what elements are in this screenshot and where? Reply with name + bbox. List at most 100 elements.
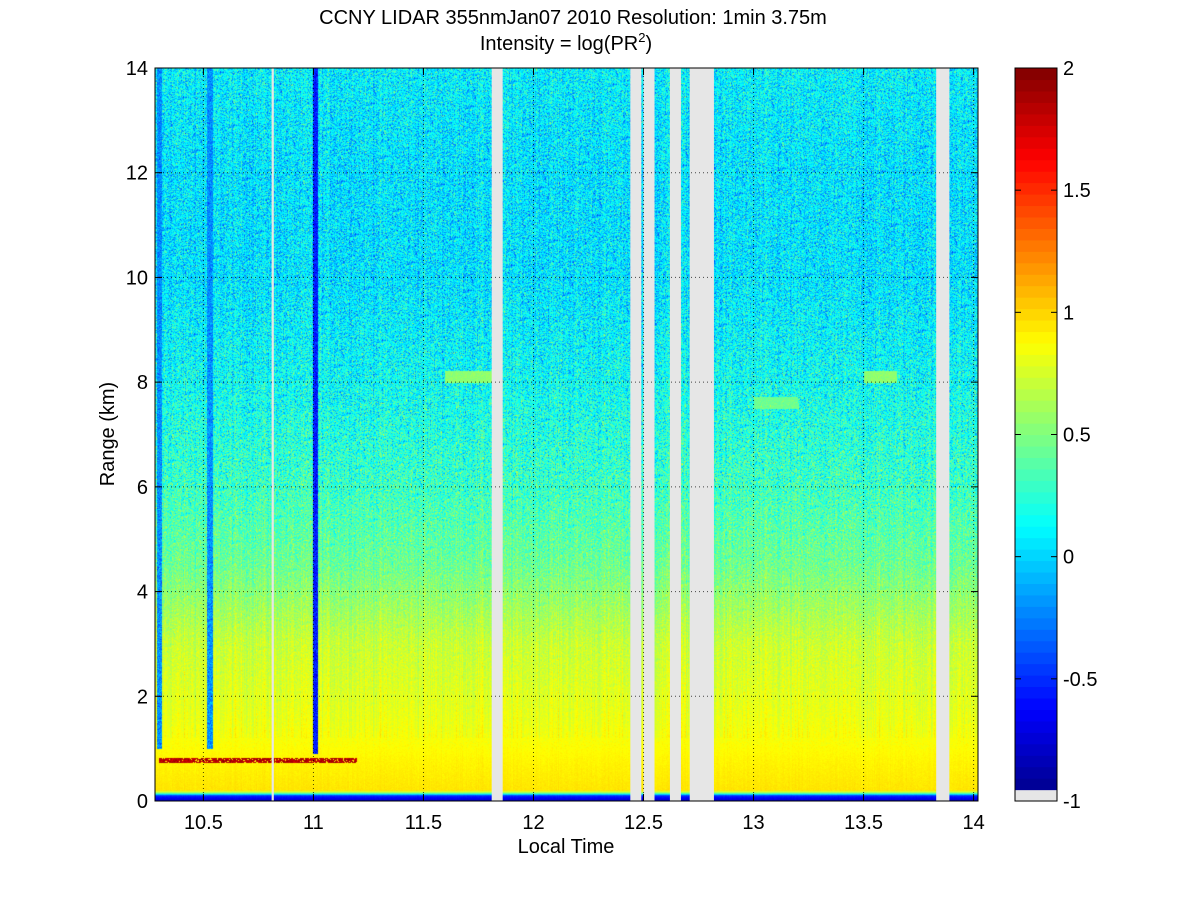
colorbar-swatch-60 — [1015, 113, 1057, 126]
colorbar-swatch-64 — [1015, 68, 1057, 81]
colorbar-swatch-44 — [1015, 297, 1057, 310]
chart-subtitle: Intensity = log(PR2) — [480, 30, 652, 55]
colorbar-swatch-25 — [1015, 514, 1057, 527]
missing-data-band-4 — [643, 68, 655, 801]
y-tick-label-4: 6 — [137, 477, 148, 499]
colorbar-swatch-20 — [1015, 571, 1057, 584]
colorbar-swatch-34 — [1015, 411, 1057, 424]
subtitle-superscript: 2 — [638, 30, 645, 45]
x-tick-label-1: 10.5 — [184, 812, 223, 834]
x-tick-label-7: 13.5 — [844, 812, 883, 834]
x-tick-label-2: 11 — [303, 812, 324, 834]
colorbar-swatch-36 — [1015, 388, 1057, 401]
colorbar-swatch-45 — [1015, 285, 1057, 298]
colorbar-swatch-37 — [1015, 377, 1057, 390]
colorbar-swatch-61 — [1015, 102, 1057, 115]
missing-data-band-6 — [689, 68, 714, 801]
colorbar-swatch-47 — [1015, 262, 1057, 275]
y-tick-label-5: 8 — [137, 372, 148, 394]
colorbar-tick-label-7: 2 — [1063, 58, 1074, 80]
colorbar-swatch-59 — [1015, 125, 1057, 138]
colorbar-swatch-11 — [1015, 675, 1057, 688]
colorbar: -1 -0.5 0 0.5 1 1.5 2 — [1014, 58, 1097, 813]
colorbar-swatch-33 — [1015, 423, 1057, 436]
colorbar-swatch-40 — [1015, 342, 1057, 355]
heatmap-image — [155, 68, 978, 801]
x-tick-label-8: 14 — [962, 812, 984, 834]
colorbar-swatch-41 — [1015, 331, 1057, 344]
missing-data-band-7 — [936, 68, 950, 801]
x-tick-label-3: 11.5 — [405, 812, 442, 834]
colorbar-swatch-46 — [1015, 274, 1057, 287]
colorbar-swatch-31 — [1015, 445, 1057, 459]
y-tick-label-2: 2 — [137, 686, 148, 708]
colorbar-swatch-62 — [1015, 90, 1057, 103]
colorbar-swatch-51 — [1015, 216, 1057, 229]
colorbar-swatch-57 — [1015, 148, 1057, 161]
colorbar-swatch-63 — [1015, 79, 1057, 92]
y-tick-label-3: 4 — [137, 582, 148, 604]
colorbar-swatch-52 — [1015, 205, 1057, 218]
x-tick-label-5: 12.5 — [624, 812, 663, 834]
x-tick-label-6: 13 — [742, 812, 764, 834]
missing-data-layer — [271, 68, 950, 801]
y-tick-label-8: 14 — [126, 58, 148, 80]
colorbar-swatch-42 — [1015, 319, 1057, 333]
colorbar-swatch-16 — [1015, 617, 1057, 630]
colorbar-tick-label-1: -1 — [1063, 791, 1081, 813]
colorbar-swatch-30 — [1015, 457, 1057, 470]
colorbar-swatch-38 — [1015, 365, 1057, 378]
colorbar-swatch-22 — [1015, 549, 1057, 562]
colorbar-swatch-26 — [1015, 503, 1057, 516]
colorbar-swatch-48 — [1015, 251, 1057, 264]
colorbar-swatch-39 — [1015, 354, 1057, 367]
colorbar-swatch-4 — [1015, 755, 1057, 768]
colorbar-swatch-15 — [1015, 629, 1057, 642]
colorbar-tick-label-2: -0.5 — [1063, 669, 1097, 691]
colorbar-swatch-50 — [1015, 228, 1057, 241]
colorbar-swatch-29 — [1015, 468, 1057, 481]
plot-frame — [154, 67, 979, 802]
x-tick-label-4: 12 — [522, 812, 544, 834]
colorbar-swatch-28 — [1015, 480, 1057, 493]
heatmap-area — [155, 68, 978, 801]
colorbar-tick-label-6: 1.5 — [1063, 180, 1091, 202]
colorbar-swatches — [1015, 68, 1057, 802]
colorbar-swatch-23 — [1015, 537, 1057, 550]
colorbar-swatch-2 — [1015, 778, 1057, 791]
missing-data-band-2 — [491, 68, 503, 801]
y-axis-label: Range (km) — [97, 382, 119, 486]
colorbar-swatch-19 — [1015, 583, 1057, 596]
colorbar-swatch-56 — [1015, 159, 1057, 172]
x-axis-ticks: 10.5 11 11.5 12 12.5 13 13.5 14 — [184, 68, 985, 834]
colorbar-swatch-8 — [1015, 709, 1057, 722]
colorbar-swatch-58 — [1015, 136, 1057, 149]
colorbar-swatch-49 — [1015, 239, 1057, 252]
colorbar-tick-label-4: 0.5 — [1063, 425, 1091, 447]
colorbar-swatch-24 — [1015, 526, 1057, 539]
colorbar-tick-label-3: 0 — [1063, 547, 1074, 569]
y-tick-label-7: 12 — [126, 163, 148, 185]
subtitle-prefix: Intensity = log(PR — [480, 33, 638, 55]
chart-title: CCNY LIDAR 355nmJan07 2010 Resolution: 1… — [319, 7, 827, 29]
missing-data-band-5 — [669, 68, 681, 801]
colorbar-tick-label-5: 1 — [1063, 302, 1074, 324]
colorbar-swatch-9 — [1015, 697, 1057, 710]
colorbar-swatch-21 — [1015, 560, 1057, 573]
y-axis-ticks: 0 2 4 6 8 10 12 14 — [126, 58, 978, 813]
colorbar-swatch-12 — [1015, 663, 1057, 676]
colorbar-swatch-53 — [1015, 193, 1057, 207]
colorbar-swatch-54 — [1015, 182, 1057, 195]
y-tick-label-6: 10 — [126, 267, 148, 289]
colorbar-swatch-1 — [1015, 789, 1057, 802]
colorbar-swatch-43 — [1015, 308, 1057, 321]
colorbar-swatch-6 — [1015, 732, 1057, 745]
colorbar-swatch-13 — [1015, 652, 1057, 665]
colorbar-swatch-17 — [1015, 606, 1057, 619]
x-axis-label: Local Time — [518, 836, 615, 858]
colorbar-swatch-5 — [1015, 743, 1057, 756]
y-tick-label-1: 0 — [137, 791, 148, 813]
colorbar-swatch-3 — [1015, 766, 1057, 779]
colorbar-ticks: -1 -0.5 0 0.5 1 1.5 2 — [1015, 58, 1097, 813]
